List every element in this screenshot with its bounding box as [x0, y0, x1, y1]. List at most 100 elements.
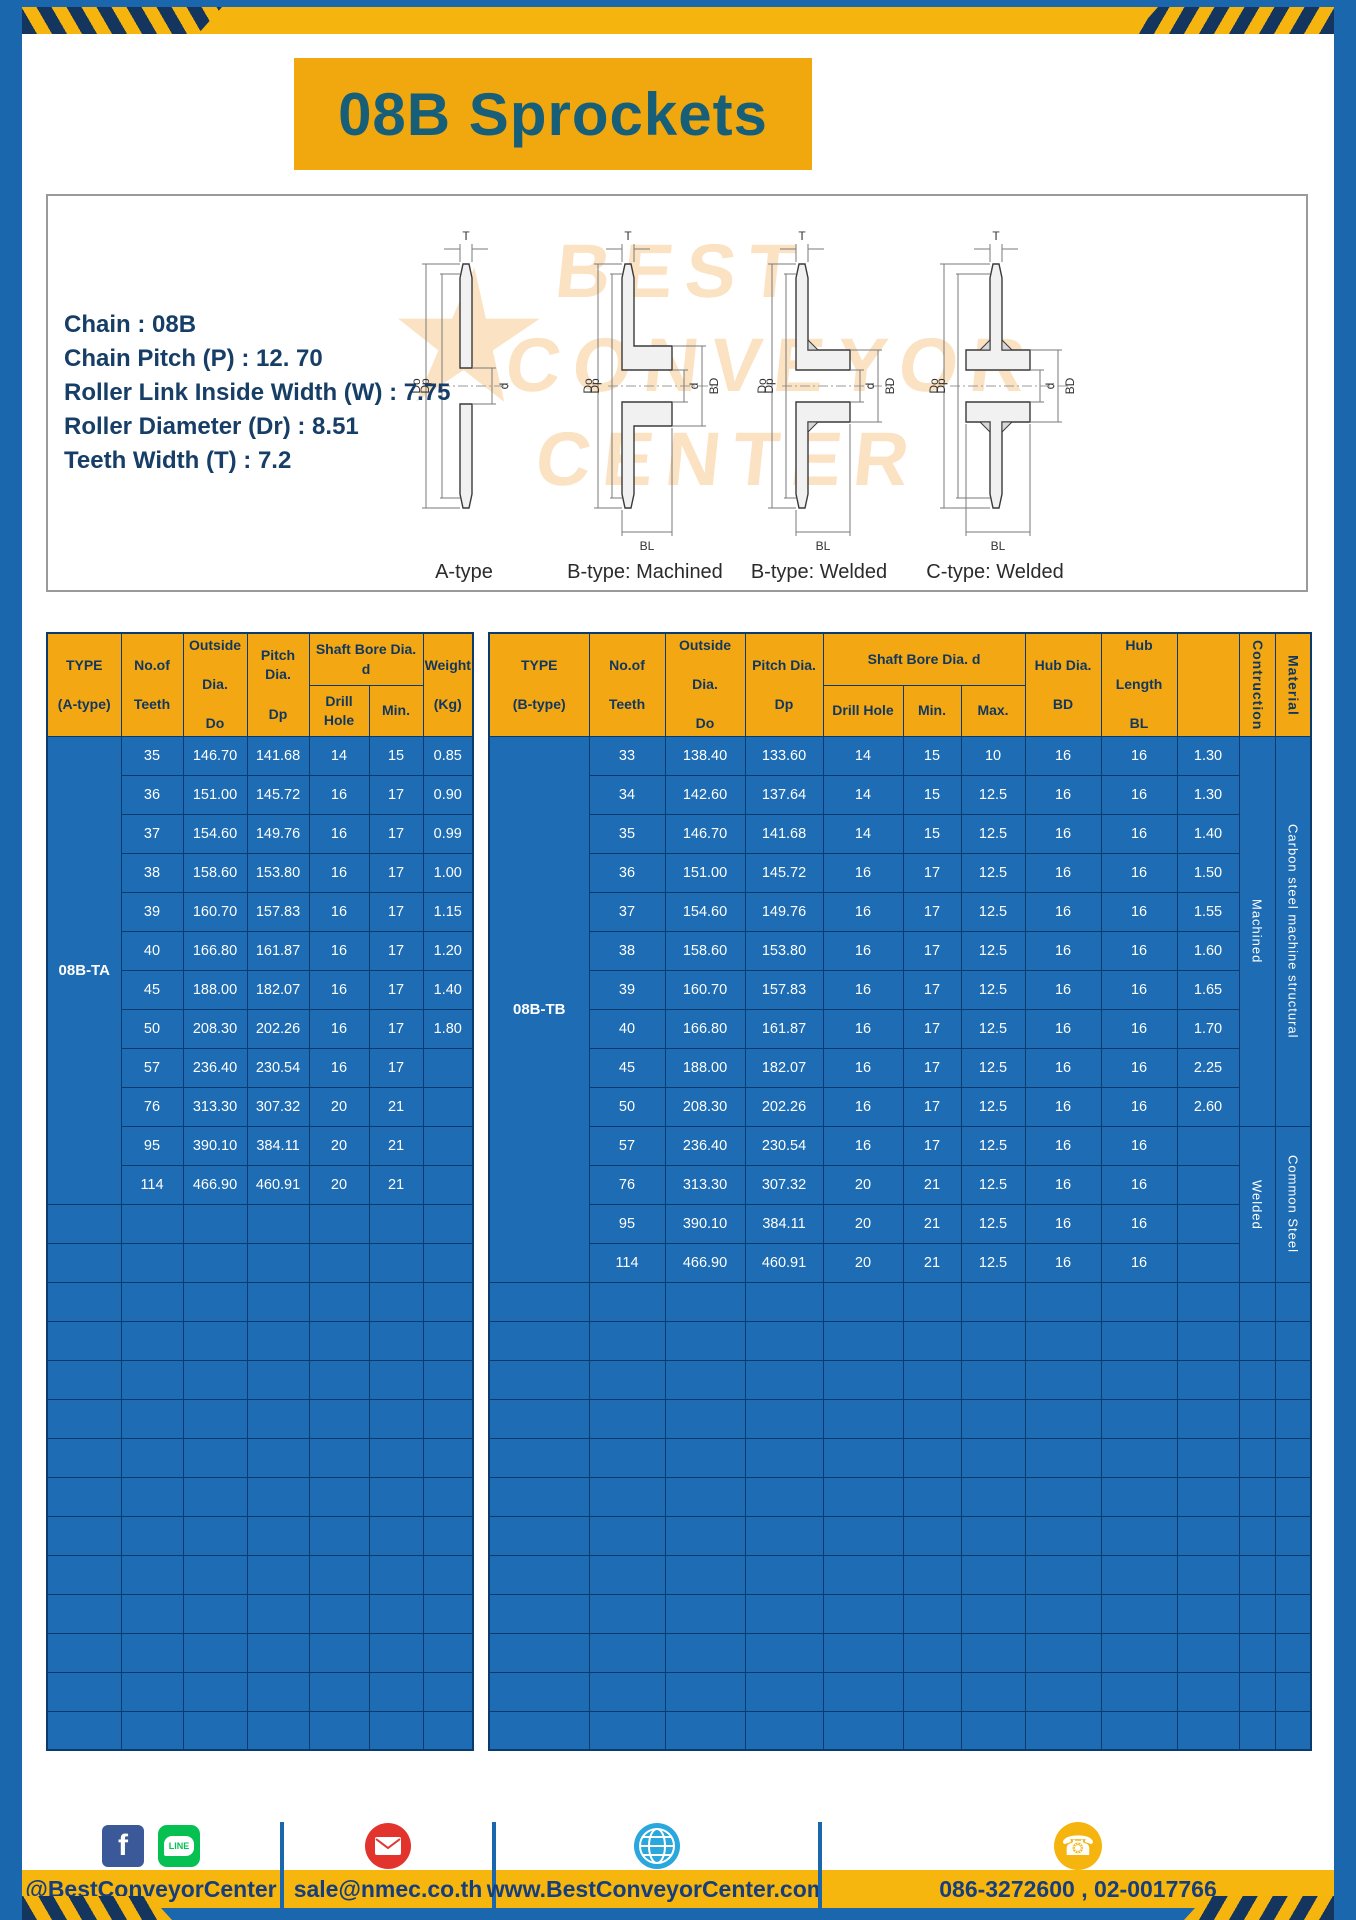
table-cell: 16	[822, 1008, 904, 1049]
footer-email-section: sale@nmec.co.th	[280, 1822, 492, 1908]
table-cell	[744, 1437, 824, 1478]
table-cell	[902, 1476, 962, 1517]
website-url: www.BestConveyorCenter.com	[487, 1870, 827, 1908]
empty-row	[488, 1476, 1312, 1517]
table-cell	[46, 1359, 122, 1400]
table-cell	[422, 1320, 474, 1361]
table-row: 76 313.30 307.32 20 21	[47, 1086, 474, 1127]
table-a-wrap: TYPE (A-type) No.of Teeth Outside Dia. D…	[46, 632, 475, 1752]
dim-label-bl: BL	[816, 539, 831, 553]
table-row: 34 142.60 137.64 14 15 12.5 16 16 1.30	[489, 774, 1311, 815]
table-cell	[308, 1437, 370, 1478]
col-header-shaft-bore: Shaft Bore Dia. d	[308, 632, 424, 687]
table-cell: 45	[120, 969, 184, 1010]
dim-label-d: d	[863, 383, 877, 390]
table-cell: 16	[308, 969, 370, 1010]
dim-label-d: d	[687, 383, 701, 390]
table-cell	[1274, 1281, 1312, 1322]
table-cell: 0.85	[422, 735, 474, 776]
empty-row	[46, 1320, 474, 1361]
drawing-b-type-machined: T Do Dp d BD BL	[560, 214, 730, 586]
table-cell: 20	[822, 1203, 904, 1244]
table-cell	[1274, 1476, 1312, 1517]
drawing-caption: A-type	[435, 561, 493, 583]
table-cell	[488, 1437, 590, 1478]
table-cell	[1176, 1125, 1240, 1166]
table-cell	[422, 1671, 474, 1712]
table-cell	[46, 1476, 122, 1517]
table-cell: 12.5	[960, 813, 1026, 854]
table-cell: 17	[902, 1008, 962, 1049]
table-cell	[1238, 1359, 1276, 1400]
table-cell: 182.07	[744, 1047, 824, 1088]
table-cell: 307.32	[744, 1164, 824, 1205]
drawing-caption: B-type: Machined	[567, 561, 723, 583]
table-cell	[182, 1671, 248, 1712]
table-cell	[422, 1086, 474, 1127]
table-cell	[488, 1281, 590, 1322]
table-row: 39 160.70 157.83 16 17 1.15	[47, 891, 474, 932]
table-cell: 16	[308, 1008, 370, 1049]
table-cell	[368, 1398, 424, 1439]
empty-row	[488, 1515, 1312, 1556]
table-cell: 14	[822, 813, 904, 854]
col-header-pitch-dia: Pitch Dia. Dp	[744, 632, 824, 737]
dim-label-d: d	[1043, 383, 1057, 390]
table-cell	[664, 1710, 746, 1751]
table-cell	[664, 1437, 746, 1478]
table-cell	[822, 1437, 904, 1478]
table-cell	[422, 1203, 474, 1244]
hazard-stripe-bottom-right	[1184, 1896, 1334, 1920]
table-cell	[368, 1515, 424, 1556]
table-cell: 208.30	[664, 1086, 746, 1127]
table-cell	[246, 1554, 310, 1595]
table-row: 114 466.90 460.91 20 21	[47, 1164, 474, 1205]
empty-row	[488, 1671, 1312, 1712]
table-cell	[588, 1710, 666, 1751]
table-cell: 21	[902, 1242, 962, 1283]
table-cell	[308, 1554, 370, 1595]
empty-row	[488, 1359, 1312, 1400]
footer-email-icons	[284, 1822, 492, 1870]
table-cell: 149.76	[246, 813, 310, 854]
table-cell	[744, 1593, 824, 1634]
table-cell	[960, 1359, 1026, 1400]
table-cell	[46, 1203, 122, 1244]
col-header-shaft-bore: Shaft Bore Dia. d	[822, 632, 1026, 687]
empty-row	[46, 1710, 474, 1751]
table-cell	[182, 1437, 248, 1478]
table-cell	[182, 1554, 248, 1595]
col-header-teeth: No.of Teeth	[588, 632, 666, 737]
table-cell: 16	[1100, 1242, 1178, 1283]
table-cell	[960, 1398, 1026, 1439]
table-cell: 384.11	[246, 1125, 310, 1166]
table-row: 76 313.30 307.32 20 21 12.5 16 16	[489, 1164, 1311, 1205]
table-row: 50 208.30 202.26 16 17 1.80	[47, 1008, 474, 1049]
table-cell	[46, 1242, 122, 1283]
table-cell	[488, 1398, 590, 1439]
vertical-group-cell: Machined	[1238, 735, 1276, 1127]
table-cell: 166.80	[182, 930, 248, 971]
table-cell	[246, 1203, 310, 1244]
table-cell	[822, 1593, 904, 1634]
table-cell	[422, 1437, 474, 1478]
table-cell: 20	[308, 1164, 370, 1205]
table-cell	[422, 1476, 474, 1517]
table-cell	[368, 1593, 424, 1634]
table-cell: 35	[588, 813, 666, 854]
table-cell	[488, 1515, 590, 1556]
table-cell	[1100, 1632, 1178, 1673]
table-cell: 33	[588, 735, 666, 776]
table-cell: 12.5	[960, 1203, 1026, 1244]
table-cell	[1100, 1593, 1178, 1634]
empty-row	[46, 1632, 474, 1673]
table-cell	[902, 1359, 962, 1400]
table-cell: 466.90	[182, 1164, 248, 1205]
table-cell: 16	[1100, 1047, 1178, 1088]
table-cell	[1238, 1554, 1276, 1595]
table-cell	[368, 1710, 424, 1751]
table-cell: 466.90	[664, 1242, 746, 1283]
table-cell: 21	[902, 1164, 962, 1205]
table-cell: 160.70	[664, 969, 746, 1010]
table-cell	[588, 1281, 666, 1322]
